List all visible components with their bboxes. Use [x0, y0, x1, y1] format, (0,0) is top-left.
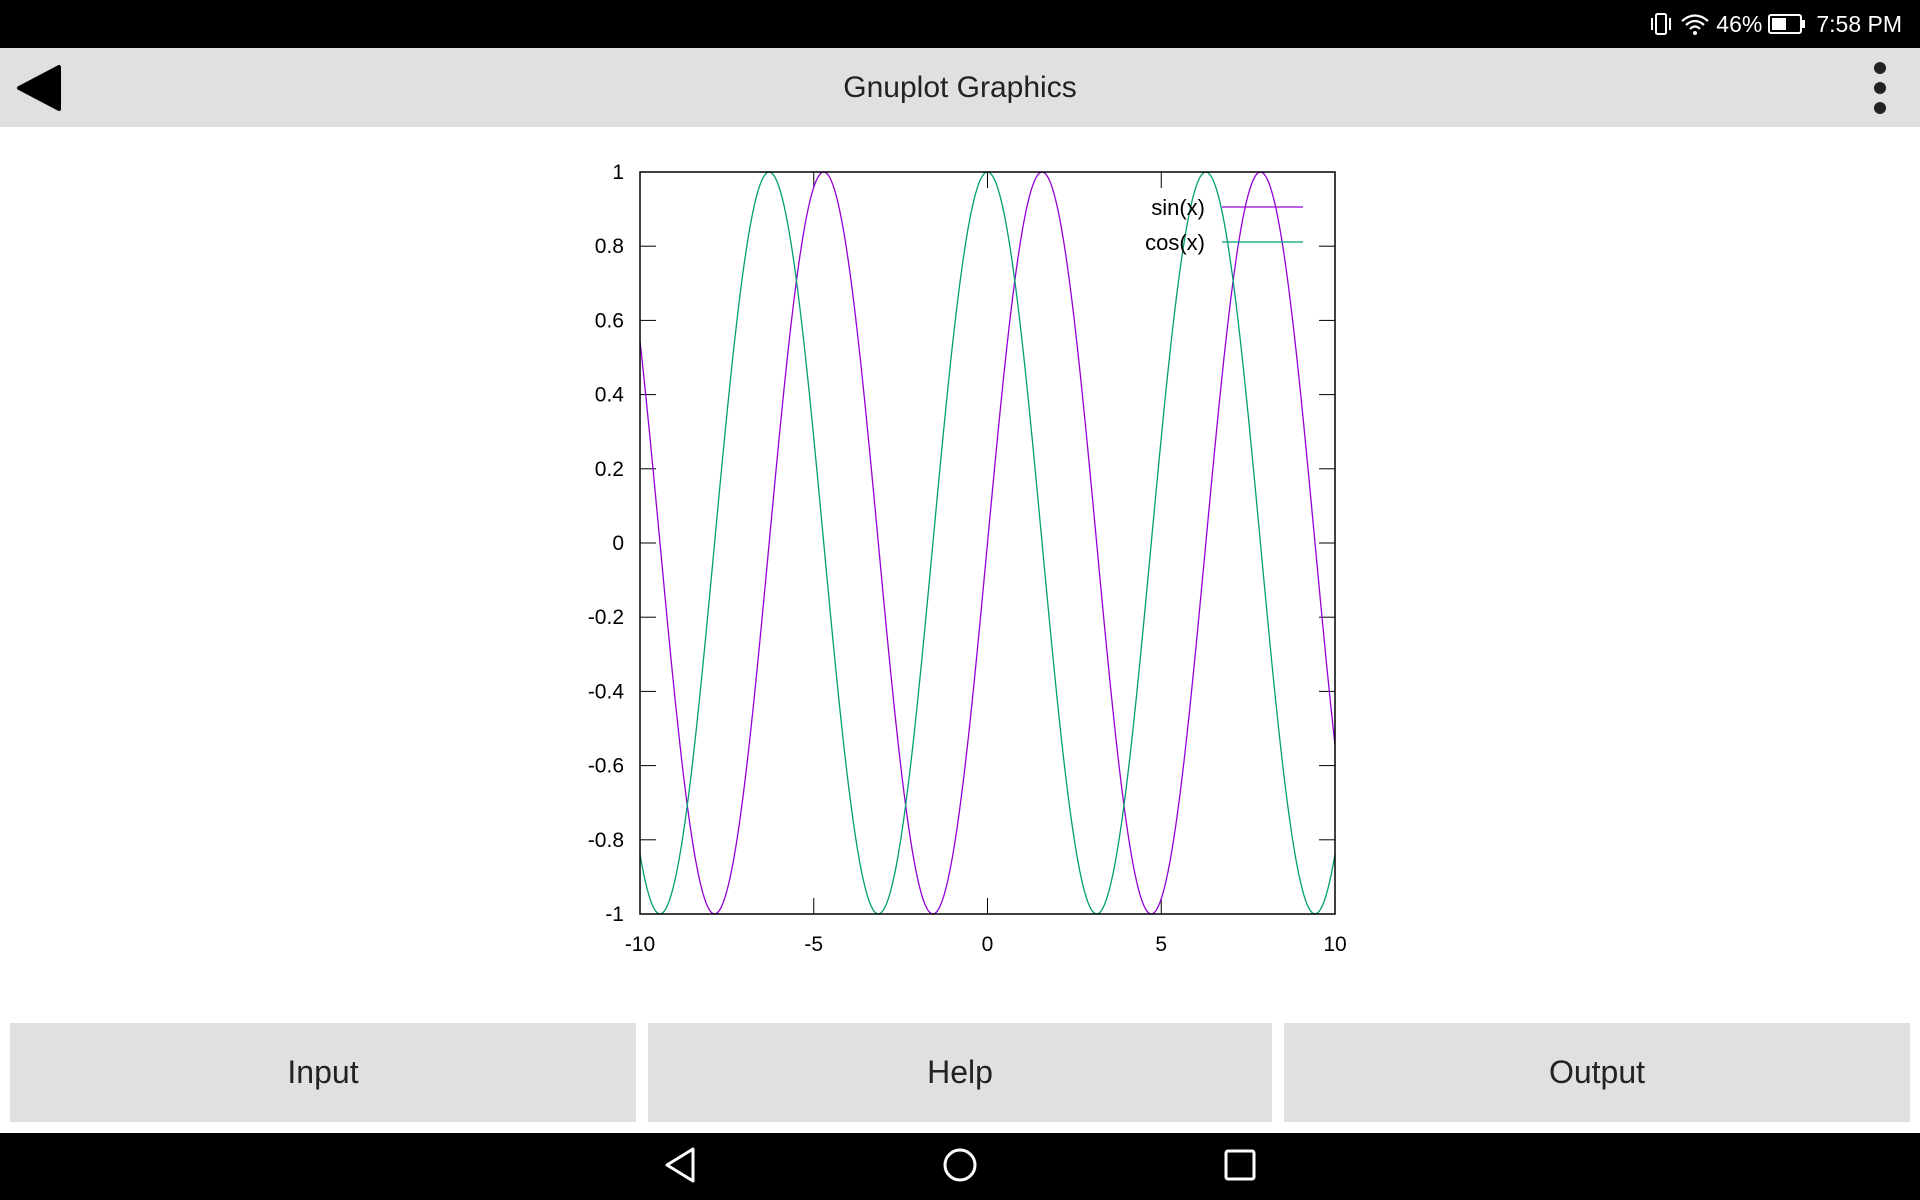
y-tick-label: 0.2 — [595, 458, 624, 481]
nav-home-icon[interactable] — [940, 1145, 980, 1185]
y-tick-label: 0.6 — [595, 309, 624, 332]
plot-area: 1 0.8 0.6 0.4 0.2 0 -0.2 -0.4 -0.6 -0.8 -1 -10 -5 0 5 1… — [0, 127, 1920, 1017]
y-tick-label: -0.4 — [588, 680, 625, 703]
legend-label-sin: sin(x) — [1151, 195, 1205, 220]
plot-labels: 1 0.8 0.6 0.4 0.2 0 -0.2 -0.4 -0.6 -0.8 -1-10 -5 0 5 1… — [588, 161, 1347, 956]
vibrate-icon — [1648, 12, 1674, 36]
series-line-sin — [639, 171, 1336, 915]
bottom-button-bar: Input Help Output — [0, 1017, 1920, 1127]
overflow-menu-button[interactable] — [1850, 58, 1910, 118]
app-title: Gnuplot Graphics — [843, 71, 1077, 104]
help-button[interactable]: Help — [648, 1023, 1272, 1122]
y-tick-label: -0.6 — [588, 755, 624, 778]
y-tick-label: 1 — [612, 161, 624, 184]
legend-label-cos: cos(x) — [1145, 230, 1205, 255]
back-arrow-icon — [17, 65, 61, 111]
x-tick-label: -5 — [804, 933, 823, 956]
overflow-menu-icon — [1874, 62, 1886, 114]
y-tick-label: -0.2 — [588, 606, 624, 629]
nav-recents-icon[interactable] — [1222, 1145, 1258, 1185]
output-button[interactable]: Output — [1284, 1023, 1910, 1122]
x-tick-label: -10 — [625, 933, 655, 956]
y-tick-label: -1 — [605, 903, 624, 926]
gnuplot-chart: 1 0.8 0.6 0.4 0.2 0 -0.2 -0.4 -0.6 -0.8 -1-10 -5 0 5 1… — [588, 161, 1347, 956]
x-tick-label: 10 — [1323, 933, 1346, 956]
input-button[interactable]: Input — [10, 1023, 636, 1122]
y-tick-label: -0.8 — [588, 829, 624, 852]
plot-frame — [639, 171, 1336, 915]
plot-curves — [639, 171, 1336, 915]
back-button[interactable] — [10, 58, 70, 118]
x-tick-label: 5 — [1155, 933, 1167, 956]
battery-percent: 46% — [1716, 10, 1763, 37]
navigation-bar — [0, 1133, 1920, 1200]
plot-legend: sin(x) cos(x) — [1145, 195, 1303, 255]
status-time: 7:58 PM — [1816, 10, 1902, 37]
y-tick-label: 0.4 — [595, 384, 625, 407]
app-bar: Gnuplot Graphics — [0, 48, 1920, 127]
battery-icon — [1768, 13, 1806, 35]
y-tick-label: 0 — [612, 532, 624, 555]
nav-back-icon[interactable] — [662, 1145, 698, 1185]
status-bar: 46% 7:58 PM — [0, 0, 1920, 48]
y-tick-label: 0.8 — [595, 235, 624, 258]
wifi-icon — [1680, 12, 1710, 36]
x-tick-label: 0 — [982, 933, 994, 956]
